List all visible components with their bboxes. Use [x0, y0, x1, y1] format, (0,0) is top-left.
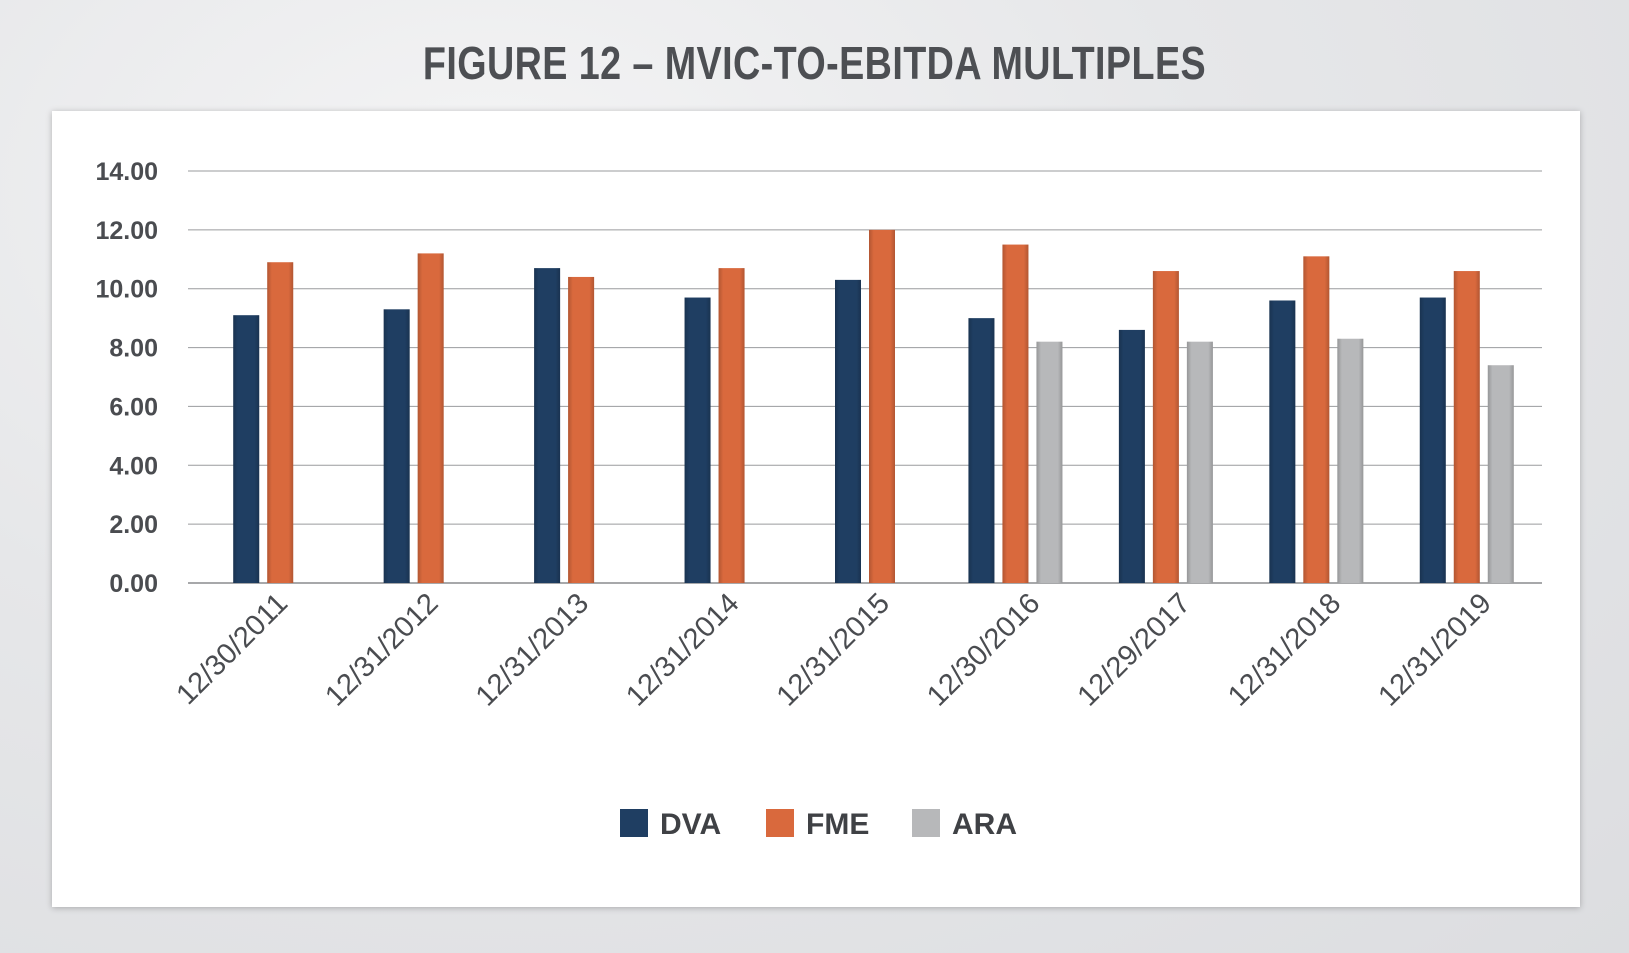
- bar-shading: [835, 279, 861, 583]
- x-tick-label: 12/31/2019: [1372, 587, 1497, 712]
- y-tick-label: 8.00: [109, 335, 158, 363]
- y-axis-ticks: 0.00 2.00 4.00 6.00 8.00 10.00 12.00 14.00: [95, 158, 158, 598]
- legend-swatch-dva: [620, 809, 648, 837]
- x-tick-label: 12/31/2015: [771, 587, 896, 712]
- bar-shading: [534, 268, 561, 583]
- bar-shading: [968, 318, 995, 583]
- bar-chart: 0.00 2.00 4.00 6.00 8.00 10.00 12.00 14.00 12/3…: [95, 158, 1542, 841]
- bar-shading: [1419, 297, 1446, 583]
- bars: [233, 229, 1514, 584]
- x-tick-label: 12/30/2011: [170, 587, 294, 711]
- bar-shading: [1118, 329, 1145, 583]
- legend-label-dva: DVA: [660, 808, 721, 841]
- y-tick-label: 6.00: [109, 393, 158, 421]
- bar-shading: [1152, 271, 1179, 583]
- legend-label-fme: FME: [806, 808, 869, 841]
- bar-shading: [1487, 365, 1514, 583]
- x-tick-label: 12/31/2013: [470, 587, 595, 712]
- y-tick-label: 12.00: [95, 217, 158, 245]
- bar-shading: [1002, 244, 1029, 584]
- bar-shading: [383, 309, 410, 583]
- bar-shading: [684, 297, 711, 583]
- y-tick-label: 10.00: [95, 276, 158, 304]
- bar-shading: [568, 276, 595, 583]
- y-tick-label: 14.00: [95, 158, 158, 186]
- x-tick-label: 12/30/2016: [921, 587, 1046, 712]
- legend-swatch-fme: [766, 809, 794, 837]
- figure-title: FIGURE 12 – MVIC-TO-EBITDA MULTIPLES: [422, 37, 1207, 89]
- chart-card: 0.00 2.00 4.00 6.00 8.00 10.00 12.00 14.00 12/3…: [52, 111, 1580, 907]
- legend-swatch-ara: [912, 809, 940, 837]
- y-tick-label: 2.00: [109, 511, 158, 539]
- y-tick-label: 4.00: [109, 452, 158, 480]
- x-tick-label: 12/31/2018: [1222, 587, 1347, 712]
- legend: DVA FME ARA: [620, 808, 1017, 841]
- bar-shading: [1269, 300, 1296, 583]
- bar-shading: [1453, 271, 1480, 583]
- x-axis-ticks: 12/30/2011 12/31/2012 12/31/2013 12/31/2014…: [170, 587, 1497, 712]
- bar-shading: [1186, 341, 1213, 583]
- legend-label-ara: ARA: [952, 808, 1017, 841]
- x-tick-label: 12/29/2017: [1072, 587, 1197, 712]
- bar-shading: [233, 315, 260, 583]
- bar-shading: [417, 253, 444, 583]
- bar-shading: [1036, 341, 1063, 583]
- bar-shading: [267, 262, 294, 583]
- bar-shading: [718, 268, 745, 583]
- bar-shading: [1303, 256, 1330, 583]
- bar-shading: [1337, 338, 1364, 583]
- x-tick-label: 12/31/2012: [319, 587, 444, 712]
- x-tick-label: 12/31/2014: [620, 587, 745, 712]
- bar-shading: [869, 229, 895, 583]
- y-tick-label: 0.00: [109, 570, 158, 598]
